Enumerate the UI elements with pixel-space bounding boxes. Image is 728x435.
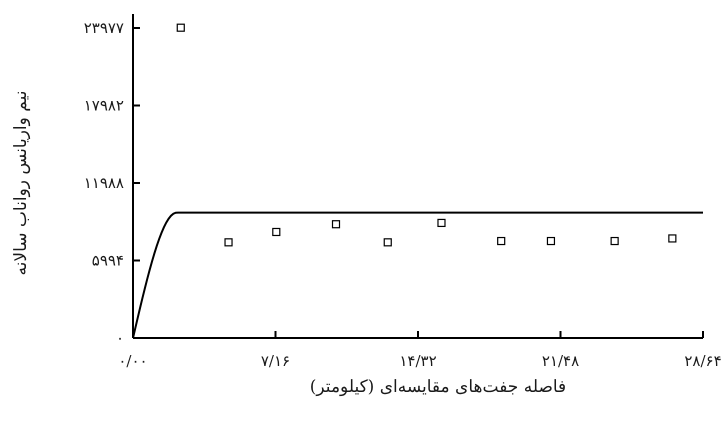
x-tick-label: ۰/۰۰ bbox=[118, 352, 147, 370]
y-ticks: ۰ ۵۹۹۴ ۱۱۹۸۸ ۱۷۹۸۲ ۲۳۹۷۷ bbox=[84, 19, 140, 347]
x-tick-label: ۱۴/۳۲ bbox=[399, 352, 436, 370]
y-tick-label: ۵۹۹۴ bbox=[92, 252, 124, 270]
data-point bbox=[331, 220, 341, 229]
data-points bbox=[176, 23, 677, 247]
y-tick-label: ۱۷۹۸۲ bbox=[84, 97, 124, 115]
model-curve-layer bbox=[132, 211, 703, 339]
axes bbox=[132, 14, 703, 339]
data-point bbox=[437, 218, 446, 228]
data-point bbox=[668, 234, 677, 243]
x-tick-label: ۲۸/۶۴ bbox=[684, 352, 721, 370]
data-point bbox=[176, 23, 185, 32]
data-point bbox=[546, 236, 556, 246]
x-axis-title: فاصله جفت‌های مقایسه‌ای (کیلومتر) bbox=[310, 377, 566, 397]
y-tick-label: ۱۱۹۸۸ bbox=[84, 174, 124, 192]
data-point bbox=[224, 238, 233, 247]
data-point bbox=[610, 236, 619, 246]
data-point bbox=[383, 238, 392, 247]
y-tick-label: ۲۳۹۷۷ bbox=[84, 19, 124, 37]
y-axis-title: نیم واریانس رواناب سالانه bbox=[11, 91, 31, 276]
data-point bbox=[272, 227, 281, 237]
x-ticks: ۰/۰۰ ۷/۱۶ ۱۴/۳۲ ۲۱/۴۸ ۲۸/۶۴ bbox=[118, 331, 722, 370]
x-tick-label: ۷/۱۶ bbox=[261, 352, 290, 370]
x-tick-label: ۲۱/۴۸ bbox=[542, 352, 579, 370]
y-tick-label: ۰ bbox=[116, 329, 124, 347]
model-curve bbox=[132, 211, 703, 339]
data-point bbox=[497, 236, 506, 246]
